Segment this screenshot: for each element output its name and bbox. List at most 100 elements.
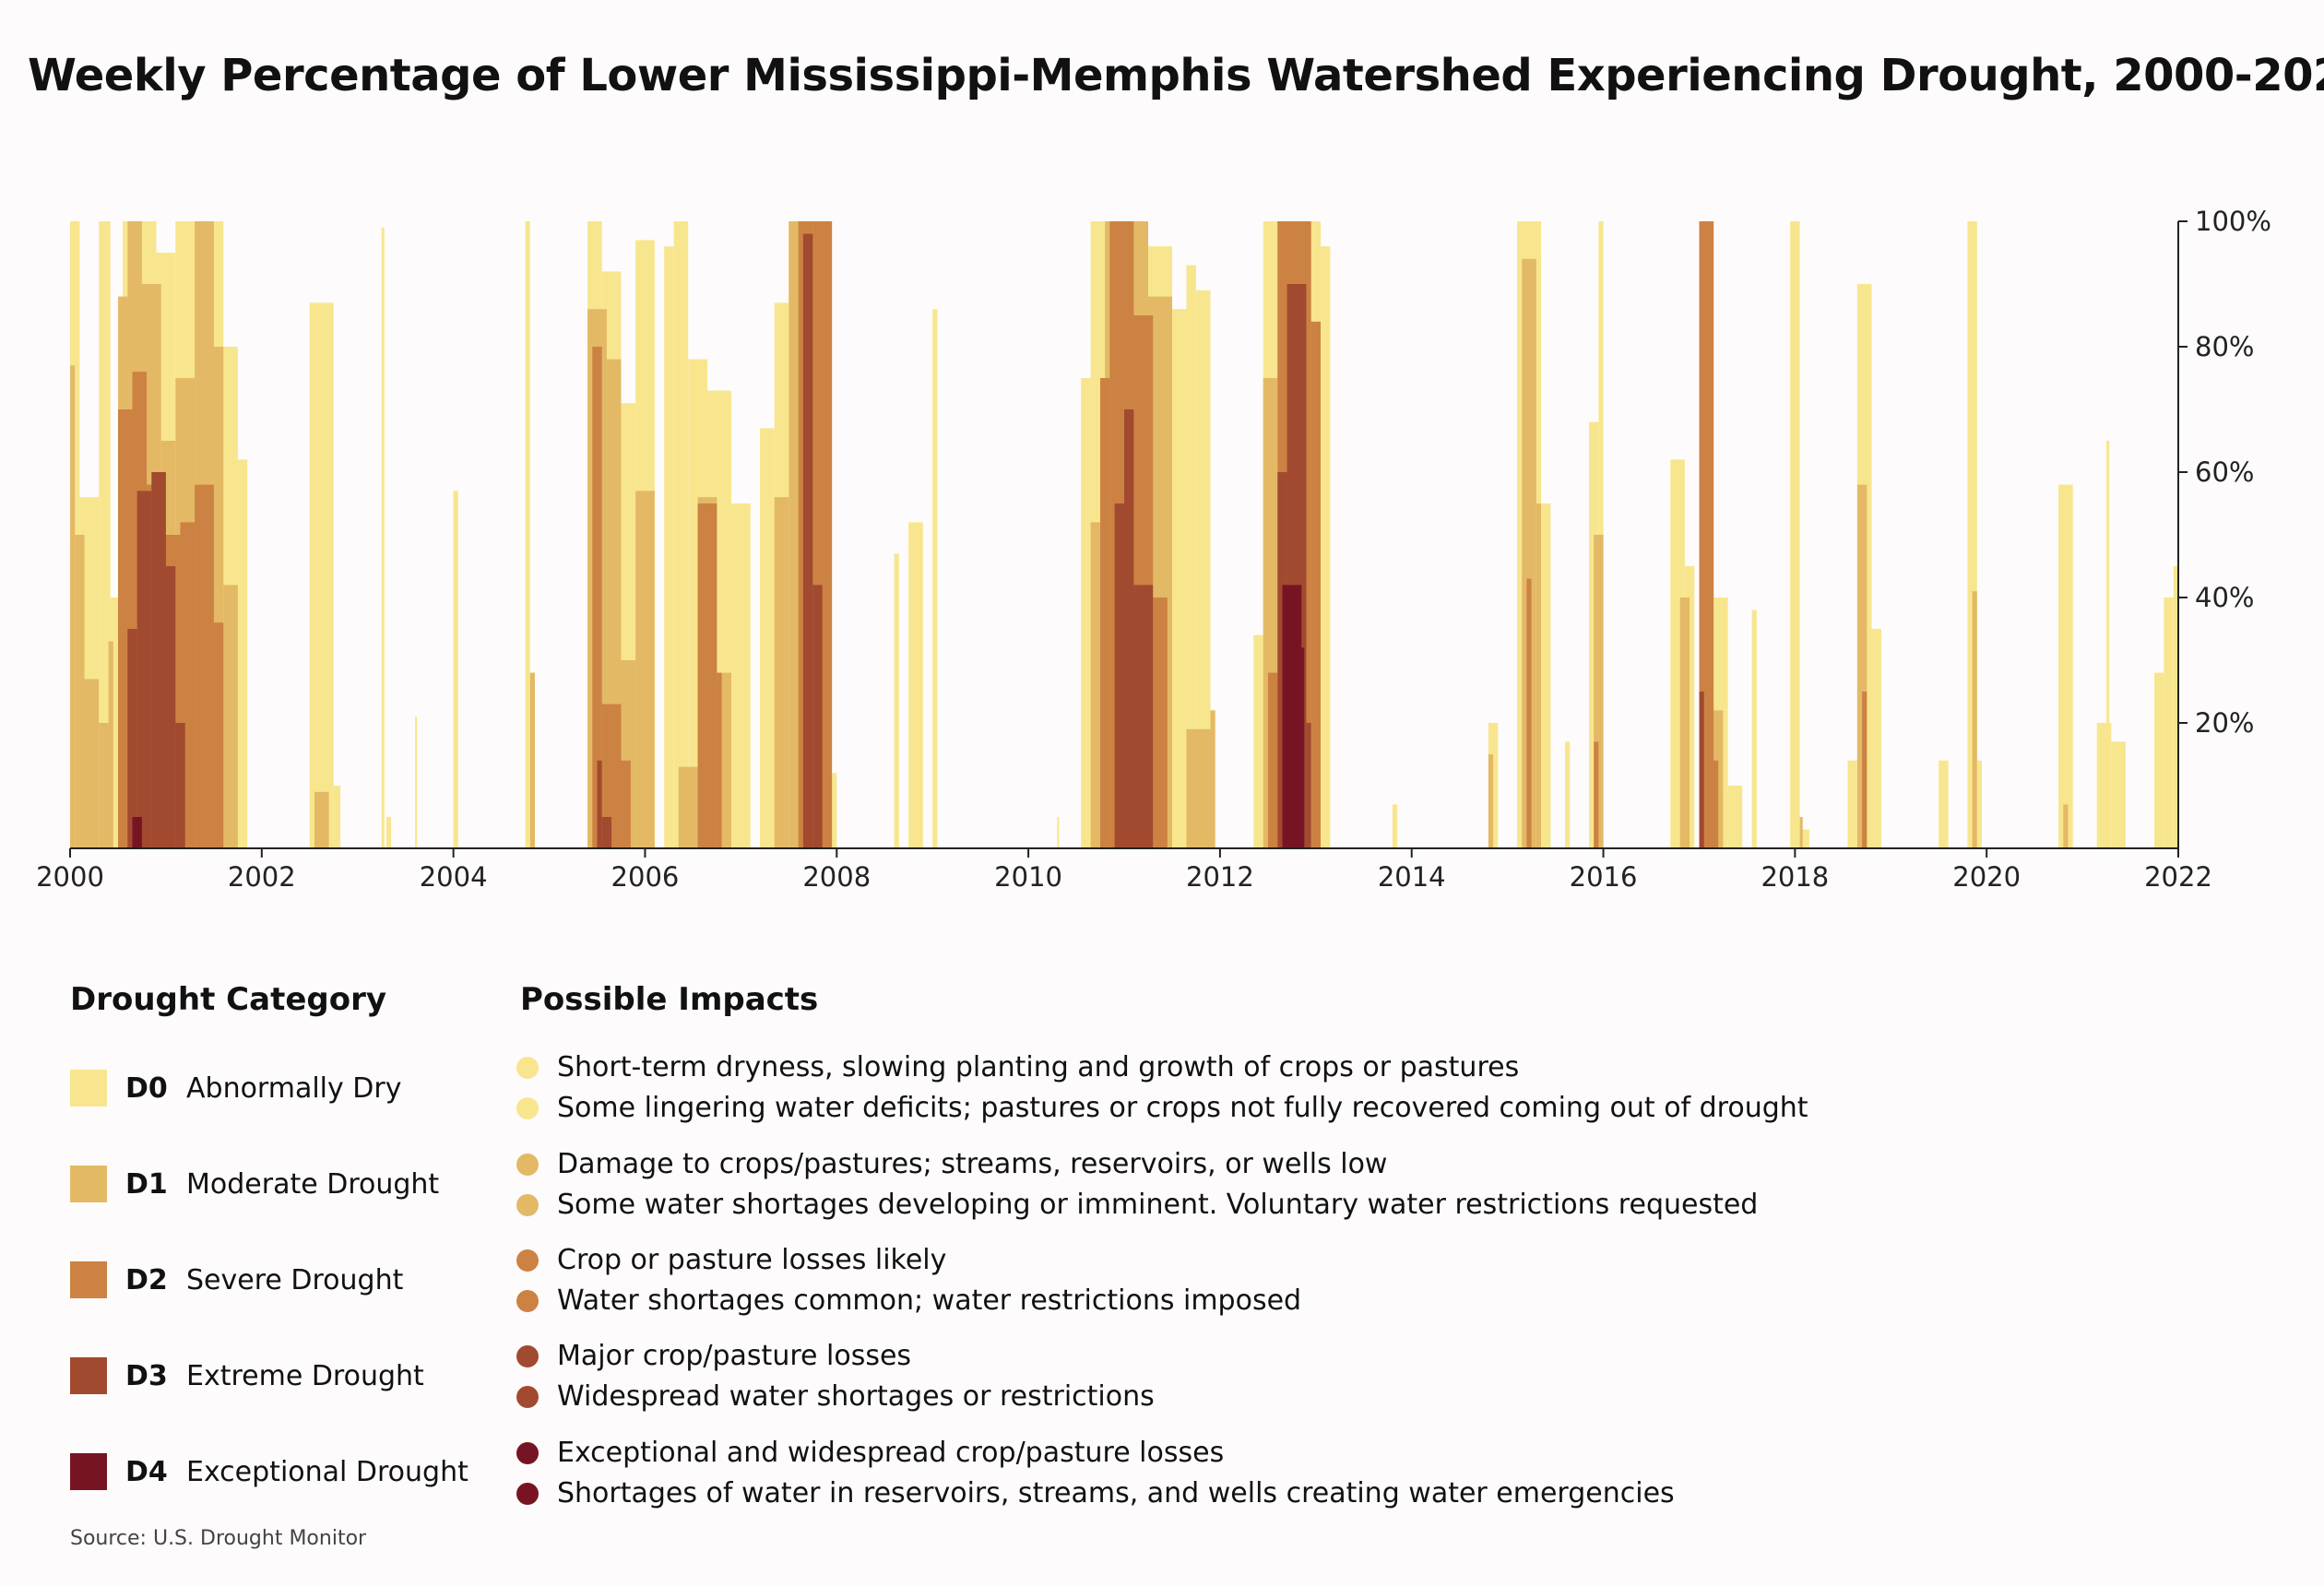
impact-d3-1: Major crop/pasture losses (516, 1340, 911, 1372)
drought-bar (1939, 760, 1949, 848)
d2-label: Severe Drought (186, 1263, 404, 1296)
d4-dot-icon (516, 1441, 539, 1464)
x-tick-label: 2014 (1378, 861, 1446, 893)
x-tick-label: 2016 (1570, 861, 1638, 893)
impact-d4-1: Exceptional and widespread crop/pasture … (516, 1437, 1224, 1469)
drought-bar (1862, 692, 1868, 848)
drought-bar (213, 622, 224, 848)
category-d0: D0 Abnormally Dry (70, 1070, 402, 1107)
drought-bar (108, 641, 113, 848)
drought-bar (1310, 321, 1321, 848)
drought-bar (195, 484, 214, 848)
drought-bar (385, 817, 392, 848)
category-d1: D1 Moderate Drought (70, 1166, 439, 1202)
y-tick-label: 40% (2195, 582, 2254, 613)
drought-bar (1799, 829, 1809, 848)
drought-bar (1972, 591, 1977, 848)
category-d2: D2 Severe Drought (70, 1261, 403, 1298)
x-tick-label: 2018 (1761, 861, 1829, 893)
drought-bar (84, 679, 100, 848)
drought-chart: 2000 2002 2004 2006 2008 2010 2012 2014 2016 2018… (36, 206, 2271, 893)
x-tick-label: 2010 (994, 861, 1062, 893)
drought-bar (2106, 441, 2110, 848)
drought-bar (175, 723, 185, 848)
impact-d2-1: Crop or pasture losses likely (516, 1244, 946, 1276)
impact-text: Exceptional and widespread crop/pasture … (557, 1437, 1225, 1469)
d3-code: D3 (125, 1359, 168, 1392)
drought-bar (1594, 741, 1599, 848)
drought-bars (70, 221, 2178, 849)
impact-text: Major crop/pasture losses (557, 1340, 912, 1372)
chart-axes (70, 221, 2179, 849)
drought-bar (1081, 378, 1091, 848)
drought-bar (812, 585, 823, 848)
drought-bar (1186, 728, 1211, 848)
drought-bar (678, 766, 698, 848)
drought-bar (1713, 760, 1719, 848)
drought-bar (99, 221, 111, 848)
impact-text: Crop or pasture losses likely (557, 1244, 947, 1276)
impact-d1-2: Some water shortages developing or immin… (516, 1189, 1758, 1221)
d2-dot-icon (516, 1249, 539, 1272)
drought-bar (760, 428, 775, 848)
drought-bar (2154, 672, 2164, 848)
drought-bar (75, 535, 85, 848)
drought-bar (908, 522, 923, 848)
drought-bar (1306, 723, 1311, 848)
drought-bar (1186, 265, 1196, 849)
drought-bar (1301, 647, 1305, 848)
drought-bar (2164, 598, 2174, 848)
d3-dot-icon (516, 1385, 539, 1408)
drought-bar (223, 585, 238, 848)
impact-d0-2: Some lingering water deficits; pastures … (516, 1092, 1808, 1124)
d2-swatch (70, 1261, 107, 1298)
drought-bar (333, 786, 341, 848)
d4-swatch (70, 1453, 107, 1490)
drought-bar (673, 221, 689, 848)
drought-bar (597, 760, 602, 848)
impact-text: Widespread water shortages or restrictio… (557, 1380, 1155, 1413)
drought-bar (1124, 409, 1134, 848)
d3-label: Extreme Drought (186, 1359, 424, 1392)
drought-bar (1699, 692, 1704, 848)
drought-bar (151, 472, 166, 848)
drought-bar (1114, 503, 1124, 848)
drought-bar (592, 347, 602, 848)
drought-bar (1133, 585, 1154, 848)
category-d4: D4 Exceptional Drought (70, 1453, 468, 1490)
drought-bar (1799, 817, 1803, 848)
y-tick-label: 100% (2195, 206, 2271, 237)
impact-d4-2: Shortages of water in reservoirs, stream… (516, 1477, 1675, 1509)
d3-swatch (70, 1357, 107, 1394)
drought-bar (1751, 610, 1757, 848)
drought-bar (1684, 566, 1695, 848)
d1-swatch (70, 1166, 107, 1202)
drought-bar (1253, 634, 1263, 848)
impact-d0-1: Short-term dryness, slowing planting and… (516, 1051, 1519, 1083)
drought-bar (314, 791, 329, 848)
d1-dot-icon (516, 1153, 539, 1176)
y-axis-ticks: 20% 40% 60% 80% 100% (2178, 206, 2271, 739)
y-tick-label: 60% (2195, 456, 2254, 488)
x-tick-label: 2008 (802, 861, 871, 893)
x-tick-label: 2002 (228, 861, 296, 893)
drought-bar (525, 221, 530, 848)
drought-bar (697, 503, 717, 848)
drought-bar (1727, 786, 1743, 848)
impact-d2-2: Water shortages common; water restrictio… (516, 1284, 1301, 1317)
drought-bar (237, 459, 248, 848)
x-axis-ticks: 2000 2002 2004 2006 2008 2010 2012 2014 2016 2018… (36, 848, 2212, 893)
drought-bar (70, 365, 76, 848)
drought-bar (1321, 246, 1331, 848)
drought-bar (635, 491, 655, 848)
drought-bar (1541, 503, 1551, 848)
drought-bar (1856, 484, 1868, 848)
category-legend-heading: Drought Category (70, 981, 387, 1018)
d4-code: D4 (125, 1455, 168, 1488)
d0-code: D0 (125, 1071, 168, 1105)
y-tick-label: 80% (2195, 331, 2254, 362)
impacts-legend-heading: Possible Impacts (520, 981, 819, 1018)
x-tick-label: 2022 (2144, 861, 2212, 893)
x-tick-label: 2020 (1952, 861, 2021, 893)
x-tick-label: 2000 (36, 861, 104, 893)
